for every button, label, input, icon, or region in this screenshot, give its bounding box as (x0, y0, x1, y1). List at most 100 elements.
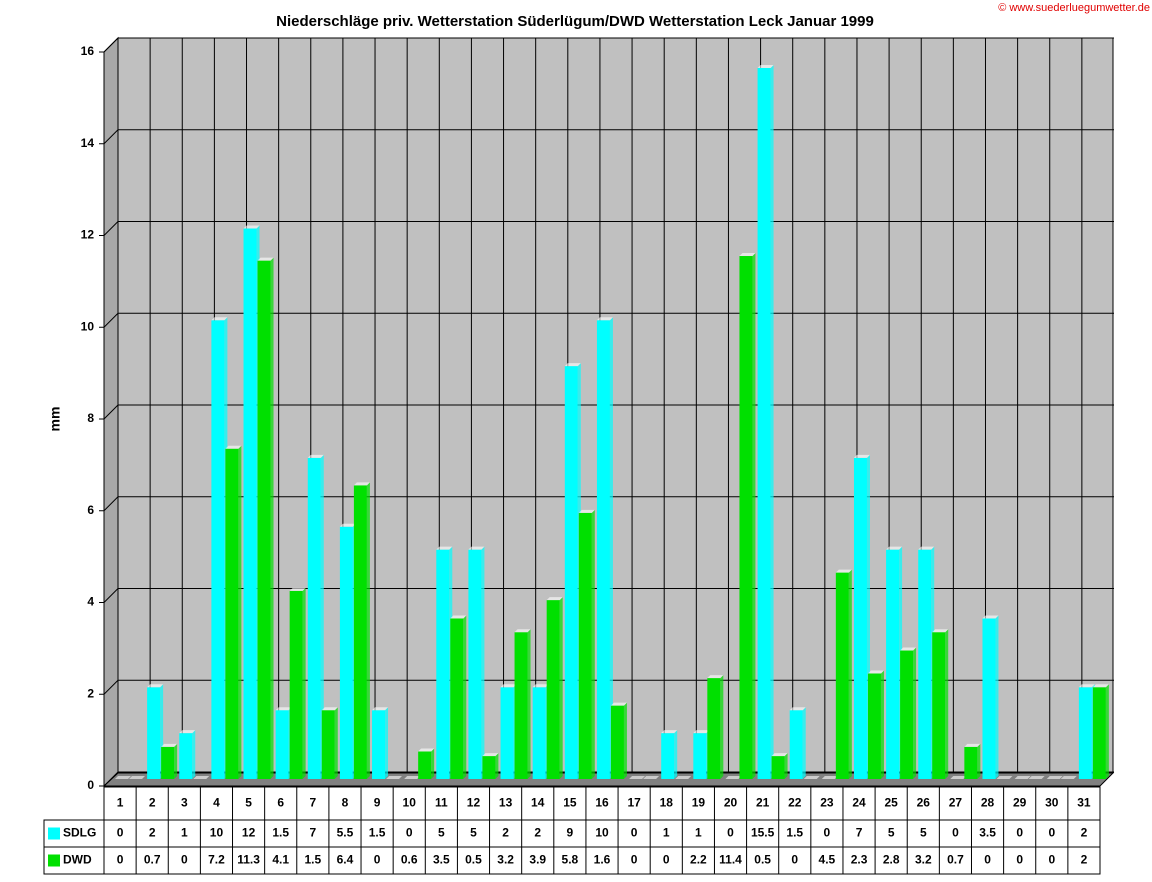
x-tick-label: 20 (724, 796, 738, 810)
bar (179, 733, 193, 779)
bar-side (431, 748, 435, 779)
bar (211, 320, 225, 779)
table-value: 10 (210, 826, 224, 840)
grid-line-side (103, 312, 119, 328)
table-value: 2 (502, 826, 509, 840)
bar-side (770, 64, 774, 779)
x-tick-label: 9 (374, 796, 381, 810)
table-value: 0 (791, 853, 798, 867)
bar (339, 526, 353, 779)
table-value: 7.2 (208, 853, 225, 867)
table-value: 0.6 (401, 853, 418, 867)
bar-side (913, 647, 917, 779)
bar (932, 632, 946, 779)
bar-top (339, 523, 356, 527)
bar-side (752, 253, 756, 779)
table-value: 0 (727, 826, 734, 840)
x-tick-label: 19 (692, 796, 706, 810)
bar (757, 67, 771, 779)
bar (450, 618, 464, 779)
bar (564, 366, 578, 779)
bar (739, 256, 753, 779)
bar-top (275, 707, 292, 711)
bar-top (853, 454, 870, 458)
bar (546, 600, 560, 779)
bar (964, 746, 978, 779)
table-value: 3.9 (529, 853, 546, 867)
x-tick-label: 28 (981, 796, 995, 810)
bar-side (366, 482, 370, 779)
table-value: 11.3 (237, 853, 260, 867)
bar-side (1105, 684, 1109, 779)
table-value: 3.5 (979, 826, 996, 840)
x-tick-label: 27 (949, 796, 963, 810)
copyright: © www.suederluegumwetter.de (998, 2, 1150, 14)
bar-side (945, 629, 949, 779)
bar-top (1078, 684, 1095, 688)
bar-top (629, 776, 646, 779)
bar-top (707, 675, 724, 679)
bar (771, 756, 785, 779)
bar-side (495, 753, 499, 779)
bar-top (610, 702, 627, 706)
legend-swatch (48, 827, 60, 840)
bar-side (559, 597, 563, 779)
bar (1078, 687, 1092, 779)
bar-top (307, 454, 324, 458)
x-tick-label: 22 (788, 796, 802, 810)
table-value: 0.7 (144, 853, 161, 867)
bar (596, 320, 610, 779)
table-value: 1 (663, 826, 670, 840)
table-value: 0 (117, 826, 124, 840)
table-value: 2 (534, 826, 541, 840)
table-value: 1 (181, 826, 188, 840)
table-value: 1.5 (304, 853, 321, 867)
bar-side (385, 707, 389, 779)
grid-line-side (103, 221, 119, 236)
bar-top (932, 629, 949, 633)
bar-side (334, 707, 338, 779)
x-tick-label: 26 (917, 796, 931, 810)
bar (853, 457, 867, 779)
bar (482, 756, 496, 779)
bar (1092, 687, 1106, 779)
bar (147, 687, 161, 779)
grid-line-side (103, 37, 119, 53)
bar-top (211, 317, 228, 321)
bar (321, 710, 335, 779)
bar-top (372, 707, 389, 711)
x-tick-label: 12 (467, 796, 481, 810)
bar-top (321, 707, 338, 711)
x-tick-label: 2 (149, 796, 156, 810)
bar-top (450, 615, 467, 619)
table-value: 2 (1081, 853, 1088, 867)
table-value: 3.2 (915, 853, 932, 867)
grid-line-side (103, 404, 119, 420)
y-tick-label: 10 (81, 319, 95, 333)
bar-side (880, 670, 884, 779)
bar (500, 687, 514, 779)
table-value: 11.4 (719, 853, 742, 867)
bar-top (996, 776, 1013, 779)
table-value: 0 (181, 853, 188, 867)
table-value: 9 (567, 826, 574, 840)
bar (610, 705, 624, 779)
bar-top (982, 615, 999, 619)
x-tick-label: 3 (181, 796, 188, 810)
bar-side (481, 546, 485, 779)
bar-top (179, 730, 196, 734)
x-tick-label: 8 (342, 796, 349, 810)
bar (886, 549, 900, 779)
table-value: 5 (888, 826, 895, 840)
bar-side (174, 743, 178, 779)
bar (835, 572, 849, 779)
x-tick-label: 5 (245, 796, 252, 810)
table-value: 10 (595, 826, 609, 840)
bar-side (302, 587, 306, 779)
table-value: 1.5 (272, 826, 289, 840)
table-value: 0 (1016, 826, 1023, 840)
bar (918, 549, 932, 779)
bar-top (1092, 684, 1109, 688)
table-value: 0 (1048, 853, 1055, 867)
bar-top (789, 707, 806, 711)
